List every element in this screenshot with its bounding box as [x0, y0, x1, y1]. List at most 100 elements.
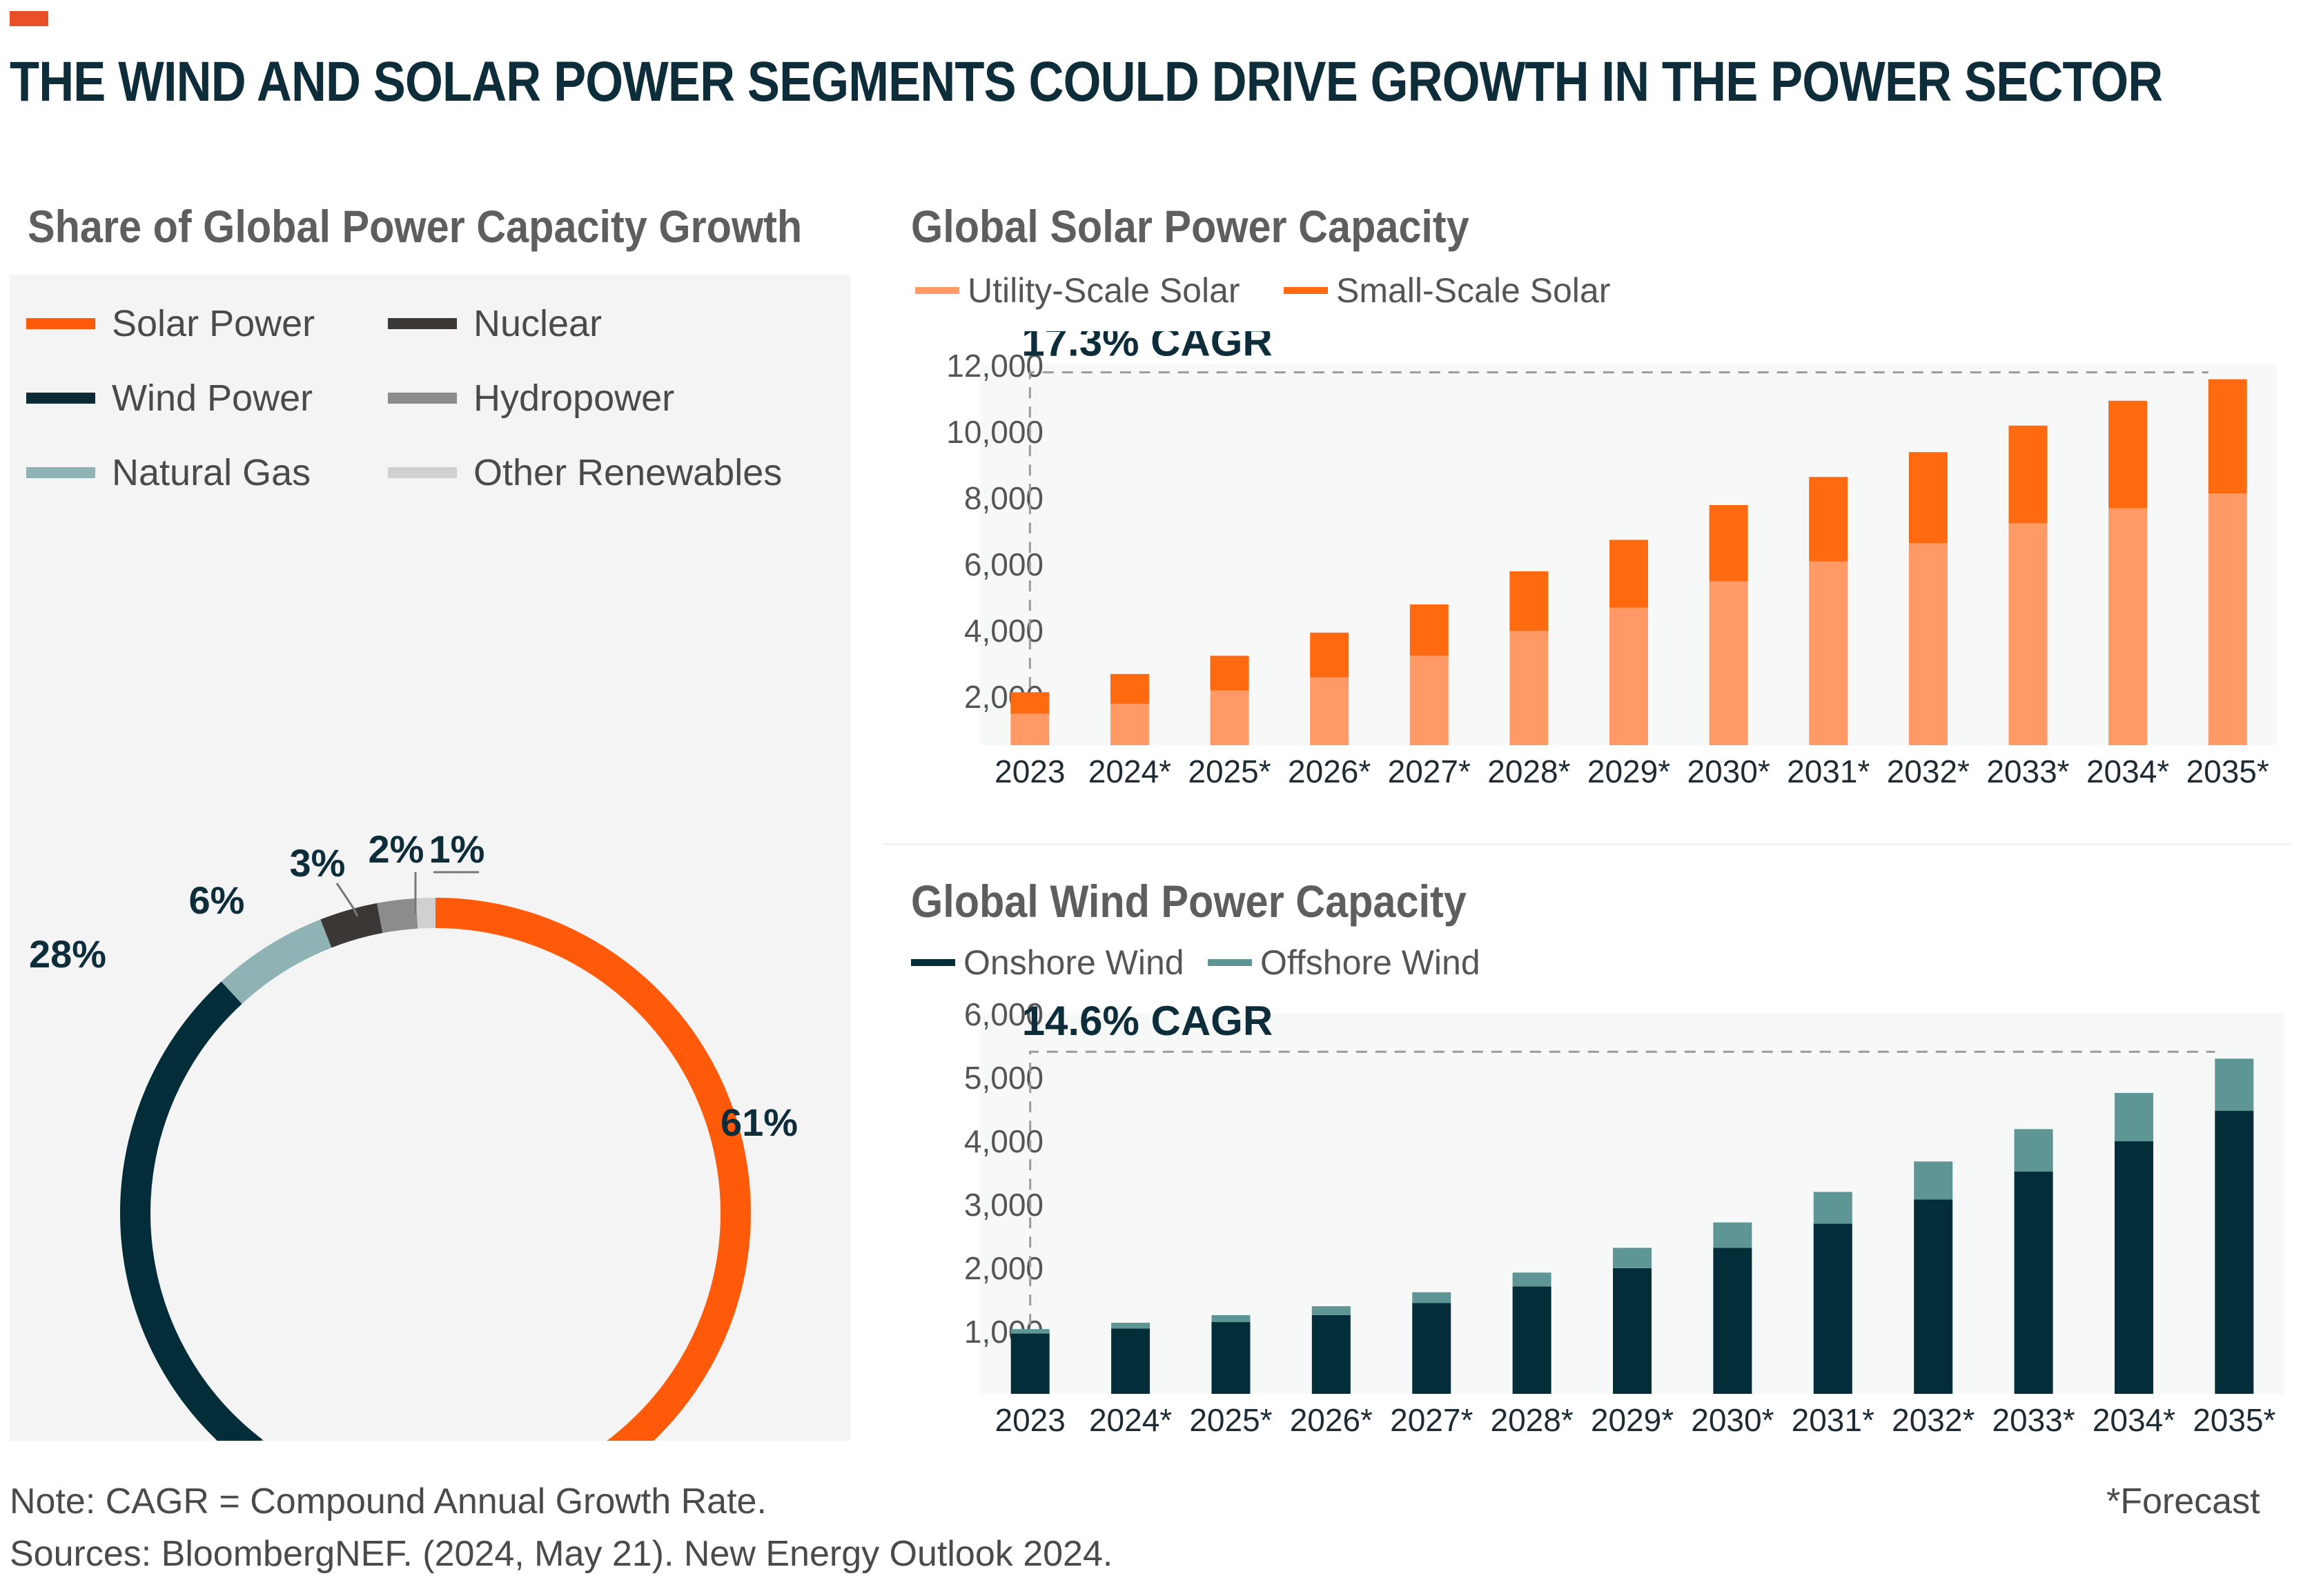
- donut-label-natural-gas: 6%: [189, 878, 245, 922]
- bar-utility-scale-solar-2026: [1310, 677, 1349, 745]
- bar-onshore-wind-2024: [1111, 1328, 1150, 1394]
- footnote-cagr: Note: CAGR = Compound Annual Growth Rate…: [10, 1481, 767, 1521]
- x-tick-label: 2027*: [1390, 1402, 1473, 1438]
- donut-chart: 61% 28% 6% 3% 2% 1%: [29, 827, 798, 1441]
- bar-onshore-wind-2035: [2215, 1110, 2254, 1394]
- page-title: THE WIND AND SOLAR POWER SEGMENTS COULD …: [10, 50, 2163, 113]
- x-tick-label: 2027*: [1388, 753, 1471, 789]
- cagr-guide-line: [1029, 1050, 2215, 1326]
- cagr-guide-line: [1028, 371, 2209, 689]
- legend-item-offshore-wind: Offshore Wind: [1208, 943, 1480, 983]
- bar-small-scale-solar-2034: [2108, 400, 2148, 509]
- legend-label: Hydropower: [473, 377, 675, 419]
- legend-swatch: [26, 318, 95, 329]
- legend-label: Utility-Scale Solar: [968, 271, 1240, 310]
- bar-utility-scale-solar-2034: [2108, 508, 2148, 745]
- x-tick-label: 2028*: [1487, 753, 1570, 789]
- bar-small-scale-solar-2027: [1409, 604, 1449, 656]
- bar-utility-scale-solar-2033: [2008, 523, 2048, 745]
- bar-utility-scale-solar-2024: [1110, 704, 1149, 745]
- bar-small-scale-solar-2032: [1908, 452, 1948, 544]
- legend-item-other-renewables: Other Renewables: [388, 451, 782, 494]
- bar-offshore-wind-2026: [1311, 1306, 1351, 1315]
- donut-panel: Solar Power Nuclear Wind Power Hydropower Na…: [10, 275, 850, 1441]
- bar-onshore-wind-2030: [1713, 1248, 1752, 1394]
- donut-chart-title: Share of Global Power Capacity Growth: [28, 201, 803, 252]
- legend-item-nuclear: Nuclear: [388, 302, 602, 345]
- y-tick-label: 12,000: [946, 348, 1044, 384]
- leader-line-nuclear: [335, 883, 359, 917]
- legend-item-natural-gas: Natural Gas: [26, 451, 311, 494]
- legend-swatch: [26, 393, 95, 404]
- bar-onshore-wind-2023: [1010, 1333, 1050, 1394]
- bar-onshore-wind-2025: [1211, 1322, 1251, 1394]
- legend-swatch: [388, 318, 457, 329]
- x-tick-label: 2031*: [1792, 1402, 1874, 1438]
- y-tick-label: 6,000: [964, 546, 1044, 582]
- bar-utility-scale-solar-2028: [1509, 631, 1549, 745]
- legend-swatch: [911, 959, 955, 966]
- legend-item-utility-scale-solar: Utility-Scale Solar: [915, 270, 1240, 311]
- bar-utility-scale-solar-2027: [1409, 656, 1449, 745]
- donut-label-solar-power: 61%: [721, 1101, 798, 1144]
- cagr-annotation: 14.6% CAGR: [1022, 998, 1273, 1044]
- x-tick-label: 2024*: [1089, 1402, 1172, 1438]
- x-tick-label: 2026*: [1288, 753, 1371, 789]
- bar-onshore-wind-2032: [1914, 1199, 1953, 1394]
- x-tick-label: 2025*: [1189, 1402, 1272, 1438]
- legend-item-solar-power: Solar Power: [26, 302, 315, 345]
- bar-offshore-wind-2029: [1613, 1248, 1652, 1268]
- bar-small-scale-solar-2026: [1310, 632, 1349, 678]
- x-tick-label: 2034*: [2086, 753, 2169, 789]
- donut-slice-hydropower: [377, 898, 418, 934]
- legend-label: Small-Scale Solar: [1336, 271, 1611, 310]
- footnote-forecast: *Forecast: [2106, 1481, 2260, 1521]
- accent-bar: [10, 11, 48, 26]
- donut-label-nuclear: 3%: [290, 841, 346, 885]
- x-tick-label: 2034*: [2093, 1402, 2175, 1438]
- legend-label: Natural Gas: [112, 452, 311, 493]
- legend-label: Wind Power: [112, 377, 313, 419]
- y-tick-label: 6,000: [964, 996, 1044, 1032]
- bar-utility-scale-solar-2023: [1010, 713, 1050, 745]
- bar-onshore-wind-2034: [2114, 1141, 2153, 1394]
- bar-utility-scale-solar-2035: [2208, 493, 2247, 745]
- legend-swatch: [1208, 959, 1252, 966]
- bar-offshore-wind-2032: [1914, 1161, 1953, 1200]
- bar-offshore-wind-2023: [1010, 1329, 1050, 1334]
- y-tick-label: 8,000: [964, 480, 1044, 516]
- bar-onshore-wind-2026: [1311, 1314, 1351, 1394]
- donut-label-wind-power: 28%: [29, 932, 106, 976]
- legend-swatch: [388, 393, 457, 404]
- x-tick-label: 2032*: [1887, 753, 1970, 789]
- bar-utility-scale-solar-2029: [1609, 607, 1648, 745]
- legend-swatch: [388, 467, 457, 478]
- donut-label-other-renewables: 1%: [429, 827, 485, 871]
- bar-offshore-wind-2025: [1211, 1314, 1251, 1323]
- x-tick-label: 2026*: [1290, 1402, 1373, 1438]
- wind-legend: Onshore Wind Offshore Wind: [911, 943, 1601, 991]
- x-tick-label: 2032*: [1892, 1402, 1975, 1438]
- bar-small-scale-solar-2025: [1210, 656, 1249, 691]
- legend-item-hydropower: Hydropower: [388, 377, 674, 420]
- legend-item-onshore-wind: Onshore Wind: [911, 943, 1184, 983]
- y-tick-label: 10,000: [946, 414, 1044, 450]
- bar-small-scale-solar-2023: [1010, 692, 1050, 714]
- donut-label-hydropower: 2%: [369, 827, 424, 871]
- y-tick-label: 3,000: [964, 1187, 1044, 1223]
- solar-legend: Utility-Scale Solar Small-Scale Solar: [915, 270, 1610, 319]
- x-tick-label: 2033*: [1992, 1402, 2075, 1438]
- bar-onshore-wind-2031: [1813, 1223, 1852, 1394]
- legend-label: Solar Power: [112, 303, 315, 344]
- bar-small-scale-solar-2028: [1509, 571, 1549, 631]
- bar-small-scale-solar-2024: [1110, 673, 1149, 704]
- bar-utility-scale-solar-2032: [1908, 543, 1948, 745]
- x-tick-label: 2023: [995, 1402, 1066, 1438]
- solar-chart-title: Global Solar Power Capacity: [911, 201, 1469, 252]
- bar-utility-scale-solar-2030: [1709, 581, 1748, 745]
- x-tick-label: 2030*: [1691, 1402, 1774, 1438]
- bar-offshore-wind-2034: [2114, 1092, 2153, 1141]
- x-tick-label: 2035*: [2193, 1402, 2275, 1438]
